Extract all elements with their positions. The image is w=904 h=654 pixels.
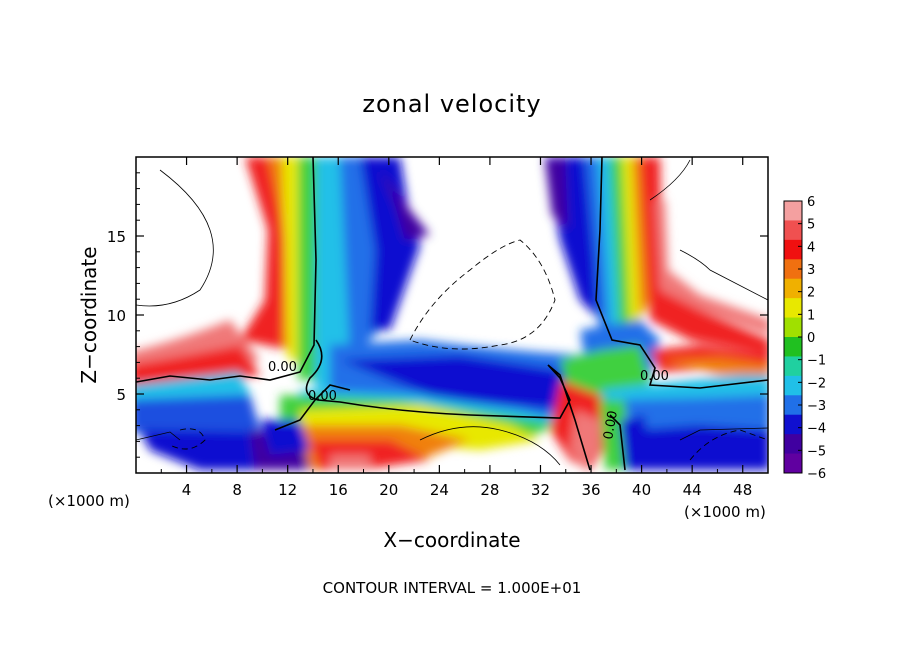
colorbar-label: −4 <box>807 422 826 437</box>
x-tick-label: 24 <box>430 481 449 499</box>
colorbar-label: −2 <box>807 376 826 391</box>
x-unit-label-right: (×1000 m) <box>684 503 766 521</box>
x-tick-label: 16 <box>329 481 348 499</box>
colorbar-label: 4 <box>807 240 815 255</box>
y-tick-label: 5 <box>116 386 126 404</box>
contour-label: 0.00 <box>268 360 297 375</box>
zero-contours <box>136 157 768 471</box>
contour-interval-footer: CONTOUR INTERVAL = 1.000E+01 <box>323 579 582 597</box>
colorbar-swatch <box>784 337 802 357</box>
y-axis: 5 10 15 <box>107 172 768 458</box>
colorbar-label: 6 <box>807 195 815 210</box>
colorbar-label: 1 <box>807 308 815 323</box>
contour-labels: 0.00 0.00 0.00 0.00 <box>268 360 669 441</box>
colorbar-swatch <box>784 414 802 435</box>
contour-label: 0.00 <box>640 369 669 384</box>
thin-contours <box>136 159 768 466</box>
x-tick-label: 20 <box>379 481 398 499</box>
colorbar-label: 3 <box>807 263 815 278</box>
colorbar: 6 5 4 3 2 1 0 −1 −2 −3 −4 −5 −6 <box>783 195 826 482</box>
contour-label: 0.00 <box>308 389 337 404</box>
y-tick-label: 10 <box>107 307 126 325</box>
x-tick-label: 36 <box>581 481 600 499</box>
x-tick-label: 40 <box>632 481 651 499</box>
y-axis-label: Z−coordinate <box>77 246 101 383</box>
dashed-contours <box>169 239 768 461</box>
x-tick-label: 28 <box>480 481 499 499</box>
y-tick-label: 15 <box>107 228 126 246</box>
x-tick-label: 12 <box>278 481 297 499</box>
colorbar-label: −3 <box>807 399 826 414</box>
colorbar-swatch <box>784 453 802 474</box>
colorbar-swatch <box>784 434 802 455</box>
x-tick-label: 48 <box>733 481 752 499</box>
x-tick-label: 8 <box>232 481 242 499</box>
colorbar-swatch <box>784 259 802 280</box>
x-tick-label: 44 <box>683 481 702 499</box>
colorbar-swatch <box>784 356 802 377</box>
colorbar-label: −6 <box>807 467 826 482</box>
contour-label: 0.00 <box>601 410 621 441</box>
colorbar-swatch <box>784 395 802 416</box>
x-tick-label: 4 <box>182 481 192 499</box>
x-axis-label: X−coordinate <box>383 528 520 552</box>
colorbar-label: 0 <box>807 331 815 346</box>
colorbar-swatch <box>784 375 802 396</box>
colorbar-swatch <box>784 239 802 260</box>
heatmap-field: 0.00 0.00 0.00 0.00 <box>136 157 768 473</box>
colorbar-label: 5 <box>807 218 815 233</box>
x-axis: 4 8 12 16 20 24 28 32 36 40 44 48 <box>160 157 752 499</box>
x-unit-label-left: (×1000 m) <box>48 492 130 510</box>
colorbar-swatch <box>784 278 802 299</box>
colorbar-swatch <box>784 298 802 319</box>
colorbar-swatch <box>784 317 802 338</box>
chart-title: zonal velocity <box>362 90 541 118</box>
colorbar-swatch <box>784 201 802 221</box>
colorbar-label: −5 <box>807 444 826 459</box>
x-tick-label: 32 <box>531 481 550 499</box>
colorbar-label: 2 <box>807 286 815 301</box>
colorbar-swatch <box>784 220 802 241</box>
colorbar-label: −1 <box>807 354 826 369</box>
